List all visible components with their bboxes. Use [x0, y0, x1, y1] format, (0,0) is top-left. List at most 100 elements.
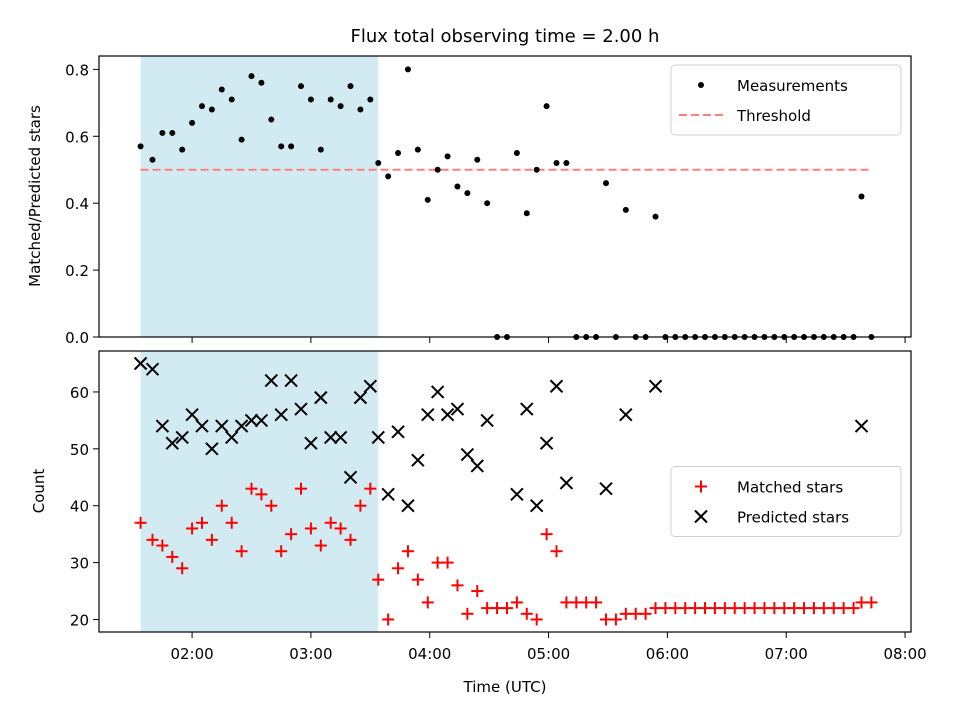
data-point	[159, 129, 166, 136]
data-point	[599, 481, 613, 496]
data-point	[381, 487, 395, 502]
data-point	[235, 545, 248, 558]
data-point	[208, 106, 215, 113]
data-point	[470, 459, 484, 473]
data-point	[454, 183, 461, 190]
data-point	[137, 143, 144, 150]
data-point	[198, 103, 205, 110]
data-point	[639, 607, 652, 620]
data-point	[218, 86, 225, 93]
x-tick-label: 02:00	[170, 645, 213, 663]
y-tick-label: 50	[70, 441, 89, 459]
data-point	[424, 196, 431, 203]
shaded-span	[140, 351, 379, 632]
data-point	[372, 573, 385, 586]
y-tick-label: 0.0	[65, 329, 89, 347]
bottom-y-axis-label: Count	[30, 469, 48, 514]
data-point	[304, 522, 317, 535]
data-point	[543, 103, 550, 110]
legend-label: Measurements	[737, 77, 848, 95]
data-point	[652, 213, 659, 220]
data-point	[392, 562, 405, 575]
data-point	[228, 96, 235, 103]
data-point	[343, 470, 358, 484]
data-point	[248, 73, 255, 80]
data-point	[189, 119, 196, 126]
data-point	[155, 419, 170, 433]
bottom-panel: 20 30 40 50 60 02:00 03:00 04:00 05:00 06:00 07:00…	[70, 350, 927, 663]
data-point	[288, 143, 295, 150]
data-point	[609, 613, 622, 626]
data-point	[165, 436, 179, 450]
x-tick-label: 08:00	[883, 645, 926, 663]
data-point	[324, 430, 338, 445]
legend-marker	[695, 480, 707, 493]
data-point	[847, 602, 860, 615]
data-point	[156, 539, 169, 552]
data-point	[854, 419, 869, 433]
data-point	[421, 408, 435, 422]
x-tick-label: 04:00	[408, 645, 451, 663]
data-point	[166, 550, 179, 563]
data-point	[364, 482, 377, 495]
x-tick-label: 06:00	[646, 645, 689, 663]
legend-item: Threshold	[679, 107, 811, 125]
legend-item: Predicted stars	[694, 509, 849, 527]
data-point	[434, 166, 441, 173]
legend-item: Measurements	[698, 77, 848, 95]
data-point	[215, 499, 228, 512]
legend: Matched stars Predicted stars	[670, 466, 902, 537]
data-point	[529, 499, 544, 513]
data-point	[500, 602, 513, 615]
data-point	[540, 528, 553, 541]
data-point	[268, 116, 275, 123]
y-tick-label: 0.8	[65, 61, 89, 79]
data-point	[327, 96, 334, 103]
data-point	[464, 190, 471, 197]
x-tick-label: 03:00	[289, 645, 332, 663]
data-point	[284, 373, 298, 388]
legend-box	[670, 64, 902, 136]
data-point	[205, 442, 219, 456]
legend-label: Matched stars	[737, 479, 843, 497]
data-point	[404, 66, 411, 73]
series-predicted-stars	[133, 356, 869, 513]
data-point	[865, 596, 878, 609]
data-point	[133, 356, 148, 371]
data-point	[215, 419, 229, 433]
data-point	[314, 539, 327, 552]
data-point	[186, 522, 199, 535]
top-panel: 0.0 0.2 0.4 0.6 0.8 Measurements Threshold	[65, 55, 912, 347]
data-point	[175, 430, 189, 445]
data-point	[307, 96, 314, 103]
data-point	[619, 408, 633, 422]
data-point	[134, 516, 147, 529]
data-point	[274, 408, 288, 422]
data-point	[411, 573, 424, 586]
data-point	[195, 419, 209, 433]
legend-marker	[698, 82, 704, 88]
legend-box	[670, 466, 902, 537]
data-point	[337, 103, 344, 110]
legend-label: Predicted stars	[737, 509, 849, 527]
data-point	[451, 579, 464, 592]
data-point	[185, 408, 199, 422]
data-point	[430, 385, 445, 399]
data-point	[169, 129, 176, 136]
data-point	[648, 379, 663, 393]
data-point	[563, 160, 570, 167]
axes-frame	[98, 350, 912, 633]
data-point	[195, 516, 208, 529]
data-point	[149, 156, 156, 163]
data-point	[179, 146, 186, 153]
y-tick-label: 0.6	[65, 128, 89, 146]
x-tick-label: 07:00	[765, 645, 808, 663]
data-point	[334, 522, 347, 535]
data-point	[146, 533, 159, 546]
data-point	[510, 487, 524, 502]
data-point	[238, 136, 245, 143]
data-point	[603, 180, 610, 187]
data-point	[510, 596, 523, 609]
data-point	[520, 402, 534, 416]
